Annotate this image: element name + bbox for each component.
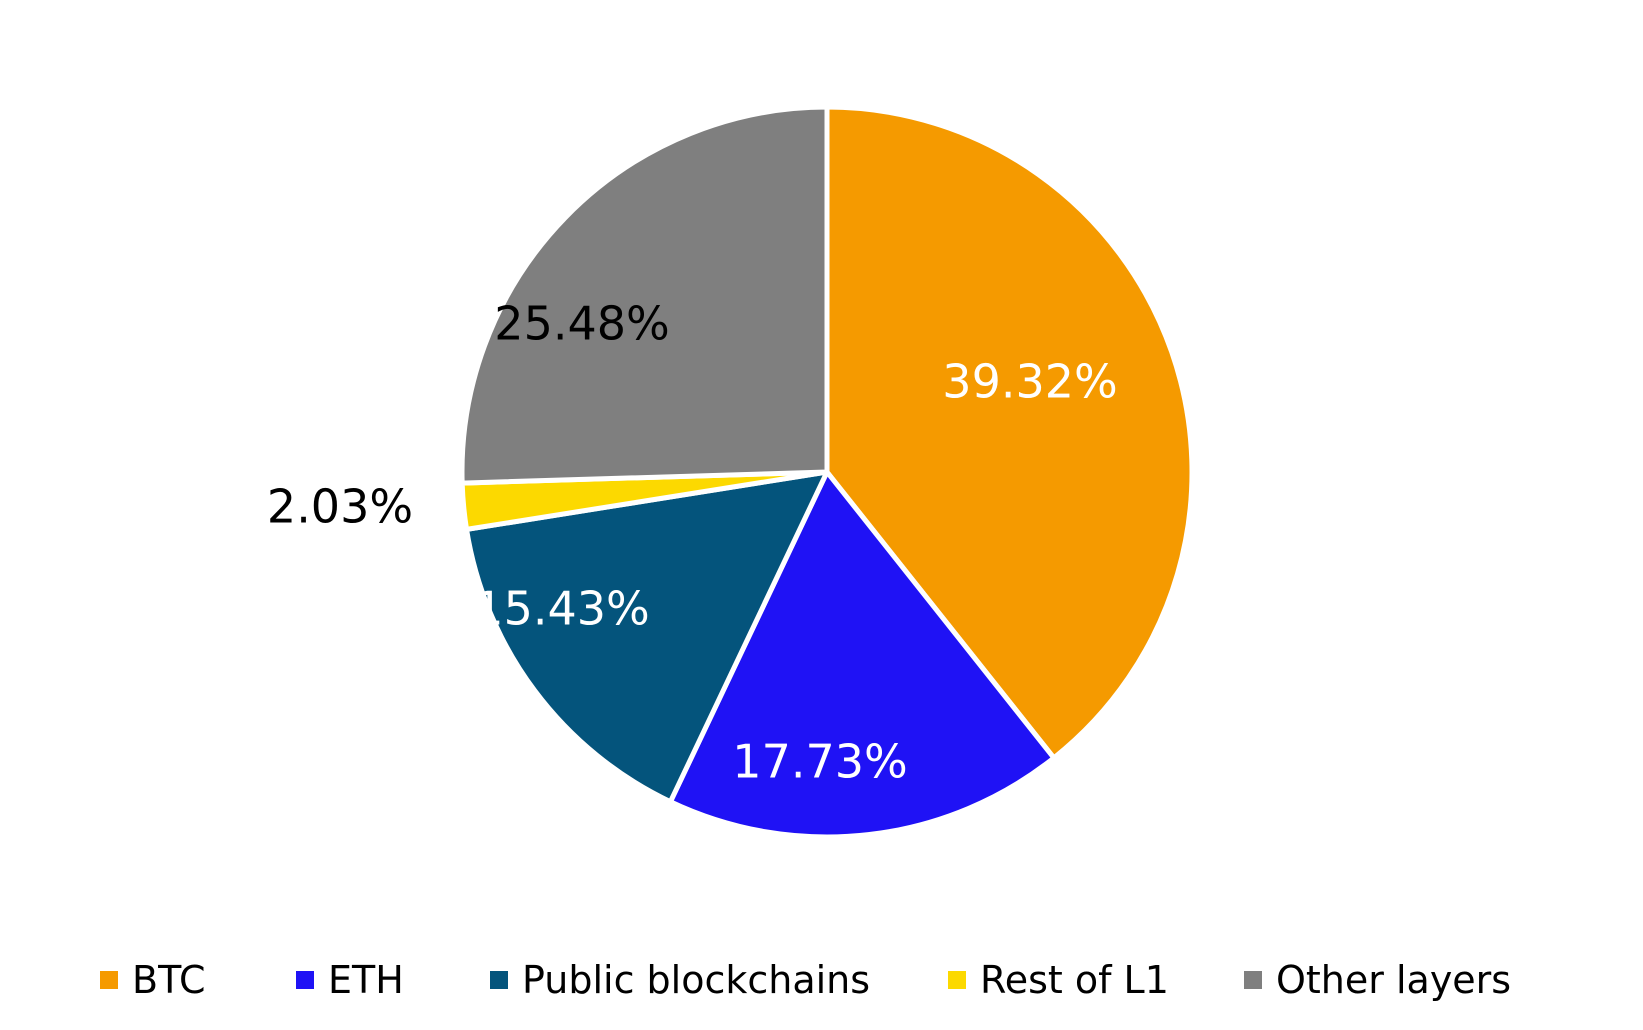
legend-label-btc: BTC: [132, 958, 206, 1002]
pie-slice-other-layers: [459, 104, 830, 486]
data-label-rest-of-l1: 2.03%: [267, 480, 413, 534]
legend: BTC ETH Public blockchains Rest of L1 Other …: [0, 958, 1643, 1030]
legend-swatch-btc: [100, 971, 118, 989]
legend-label-public-blockchains: Public blockchains: [522, 958, 871, 1002]
data-label-btc: 39.32%: [942, 355, 1117, 409]
pie-slice-btc: [824, 104, 1195, 761]
legend-label-other-layers: Other layers: [1276, 958, 1512, 1002]
legend-swatch-eth: [296, 971, 314, 989]
legend-label-rest-of-l1: Rest of L1: [980, 958, 1169, 1002]
legend-swatch-other-layers: [1244, 971, 1262, 989]
data-label-public-blockchains: 15.43%: [474, 582, 649, 636]
legend-item-other-layers: Other layers: [1244, 955, 1511, 1005]
pie-slice-public-blockchains: [464, 469, 830, 805]
data-label-eth: 17.73%: [732, 735, 907, 789]
legend-label-eth: ETH: [328, 958, 404, 1002]
legend-item-eth: ETH: [296, 955, 404, 1005]
data-label-other-layers: 25.48%: [494, 297, 669, 351]
legend-swatch-public-blockchains: [490, 971, 508, 989]
legend-swatch-rest-of-l1: [948, 971, 966, 989]
pie-slice-eth: [667, 469, 1057, 840]
pie-labels: 39.32% 17.73% 15.43% 2.03% 25.48%: [267, 297, 1118, 789]
legend-item-rest-of-l1: Rest of L1: [948, 955, 1169, 1005]
pie-slices: [459, 104, 1195, 840]
legend-item-btc: BTC: [100, 955, 206, 1005]
legend-item-public-blockchains: Public blockchains: [490, 955, 870, 1005]
